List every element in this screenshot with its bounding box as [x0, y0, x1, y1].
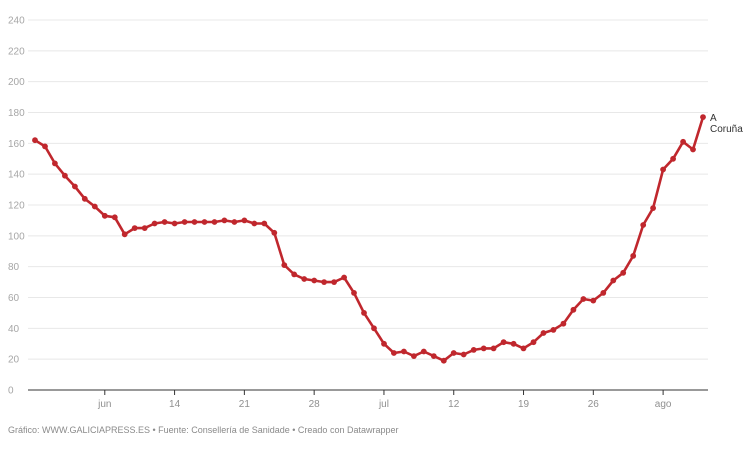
data-point — [570, 306, 577, 313]
data-point — [490, 345, 497, 352]
data-point — [450, 350, 457, 356]
data-point — [620, 269, 627, 276]
data-point — [540, 330, 547, 336]
data-point — [500, 339, 507, 346]
data-point — [470, 347, 477, 353]
data-point — [101, 212, 108, 219]
x-tick-label: ago — [655, 399, 672, 410]
data-point — [171, 220, 178, 227]
y-tick-label: 200 — [8, 77, 25, 88]
data-point — [42, 143, 48, 150]
data-point — [181, 219, 188, 225]
y-tick-label: 100 — [8, 231, 25, 242]
data-point — [670, 155, 676, 162]
data-point — [510, 340, 517, 347]
data-point — [680, 138, 686, 145]
y-tick-label: 180 — [8, 108, 25, 119]
data-point — [111, 214, 118, 221]
y-tick-label: 240 — [8, 16, 25, 27]
data-point — [460, 351, 467, 358]
y-axis: 0 20 40 60 80 100 120 140 160 180 200 220 240 — [8, 16, 25, 397]
y-tick-label: 0 — [8, 386, 14, 397]
data-point — [311, 277, 318, 284]
chart-footer: Gráfico: WWW.GALICIAPRESS.ES • Fuente: C… — [8, 425, 399, 435]
data-point — [520, 345, 527, 352]
data-point — [650, 205, 656, 212]
data-point — [430, 353, 437, 359]
series-label: A Coruña — [710, 113, 743, 135]
data-point — [251, 220, 258, 227]
x-tick-label: 12 — [448, 399, 460, 410]
data-point — [161, 219, 168, 225]
x-tick-label: 19 — [518, 399, 530, 410]
data-point — [440, 357, 447, 364]
data-point — [211, 219, 218, 225]
data-point — [550, 327, 557, 333]
data-point — [580, 296, 587, 302]
data-point — [560, 320, 567, 327]
y-tick-label: 20 — [8, 355, 20, 366]
data-point — [32, 137, 38, 144]
data-point — [640, 222, 647, 228]
data-point — [361, 310, 367, 316]
y-tick-label: 40 — [8, 324, 20, 335]
data-point — [420, 348, 427, 355]
data-point — [480, 345, 487, 352]
data-point — [81, 195, 88, 202]
y-tick-label: 60 — [8, 293, 20, 304]
data-point — [600, 290, 607, 296]
data-point — [530, 339, 537, 346]
data-point — [121, 231, 128, 238]
data-point — [191, 219, 198, 225]
data-point — [52, 160, 58, 167]
y-tick-label: 220 — [8, 46, 25, 57]
x-tick-label: jun — [97, 399, 111, 410]
data-point — [201, 219, 208, 225]
data-point — [411, 353, 417, 359]
data-point — [660, 166, 666, 173]
data-point — [351, 290, 357, 296]
data-point — [221, 217, 228, 224]
data-point — [690, 146, 696, 153]
data-point — [91, 203, 98, 210]
data-point — [371, 325, 377, 332]
data-point — [331, 279, 337, 285]
data-point — [590, 297, 597, 304]
x-tick-label: 26 — [588, 399, 600, 410]
data-point — [231, 219, 238, 225]
y-tick-label: 120 — [8, 201, 25, 212]
series-line — [33, 115, 705, 363]
data-point — [261, 220, 268, 227]
series: A Coruña — [32, 113, 743, 364]
data-point — [391, 350, 397, 356]
x-tick-label: 28 — [309, 399, 321, 410]
data-point — [271, 229, 278, 236]
data-point — [72, 183, 78, 190]
data-point — [291, 271, 298, 278]
data-point — [630, 253, 637, 259]
data-point — [341, 274, 347, 281]
y-tick-label: 160 — [8, 139, 25, 150]
data-point — [401, 348, 407, 355]
x-axis: jun 14 21 28 jul 12 19 26 ago — [28, 389, 708, 410]
y-tick-label: 140 — [8, 170, 25, 181]
data-point — [321, 279, 327, 285]
x-tick-label: jul — [378, 399, 389, 410]
data-point — [62, 172, 68, 179]
x-tick-label: 14 — [169, 399, 181, 410]
x-tick-label: 21 — [239, 399, 251, 410]
data-point — [610, 277, 617, 284]
data-point — [700, 114, 706, 120]
grid — [28, 19, 708, 360]
data-point — [131, 225, 138, 232]
data-point — [281, 262, 288, 268]
data-point — [151, 220, 158, 227]
data-point — [381, 340, 387, 347]
y-tick-label: 80 — [8, 262, 20, 273]
data-point — [141, 225, 148, 232]
data-point — [301, 276, 308, 282]
data-point — [241, 217, 248, 224]
